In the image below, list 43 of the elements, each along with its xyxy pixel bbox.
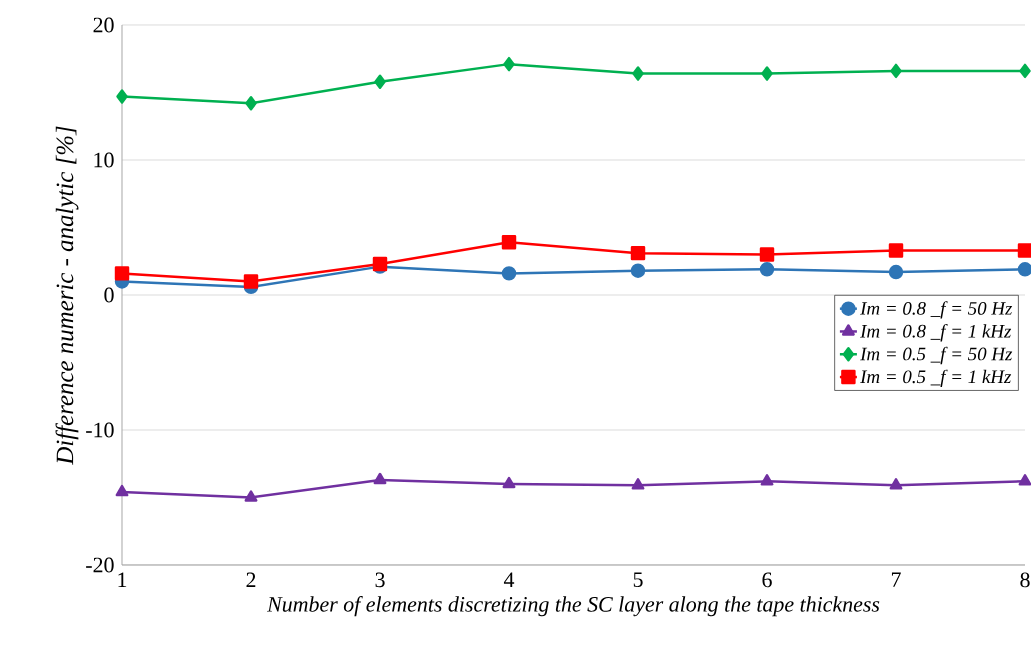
point — [114, 266, 130, 281]
legend-label: Im = 0.8 _f = 50 Hz — [860, 301, 1013, 319]
x-tick-label: 8 — [1020, 572, 1030, 588]
y-tick-label: -10 — [86, 422, 114, 438]
legend-label: Im = 0.5 _f = 1 kHz — [860, 369, 1012, 387]
point — [888, 243, 904, 258]
point — [630, 263, 646, 278]
point — [889, 478, 903, 490]
point — [630, 245, 646, 261]
x-tick-label: 2 — [246, 572, 256, 587]
x-tick-label: 7 — [891, 572, 901, 587]
y-tick-label: 0 — [104, 287, 114, 303]
point — [632, 66, 644, 81]
legend-label: Im = 0.5 _f = 50 Hz — [860, 346, 1013, 365]
point — [760, 474, 774, 486]
x-tick-label: 6 — [762, 572, 772, 588]
point — [501, 235, 517, 250]
y-tick-label: 10 — [94, 152, 114, 168]
point — [501, 266, 517, 281]
point — [631, 478, 645, 490]
x-tick-label: 1 — [118, 572, 127, 587]
point — [503, 56, 515, 72]
point — [243, 274, 259, 289]
y-axis-title: Difference numeric - analytic [%] — [55, 126, 79, 465]
point — [759, 262, 775, 277]
legend-label: Im = 0.8 _f = 1 kHz — [860, 324, 1012, 342]
y-tick-label: 20 — [93, 17, 114, 33]
point — [245, 96, 257, 111]
point — [244, 490, 258, 502]
point — [115, 484, 129, 497]
point — [373, 472, 387, 485]
x-tick-label: 3 — [375, 572, 385, 588]
x-axis-title: Number of elements discretizing the SC layer along the tape thickness — [266, 596, 880, 617]
point — [761, 66, 773, 81]
point — [888, 264, 904, 280]
point — [116, 89, 128, 104]
y-tick-label: -20 — [86, 557, 114, 573]
x-tick-label: 5 — [633, 572, 643, 588]
point — [890, 63, 902, 79]
point — [502, 476, 516, 489]
point — [374, 74, 386, 89]
x-tick-label: 4 — [503, 572, 515, 587]
point — [759, 247, 775, 262]
